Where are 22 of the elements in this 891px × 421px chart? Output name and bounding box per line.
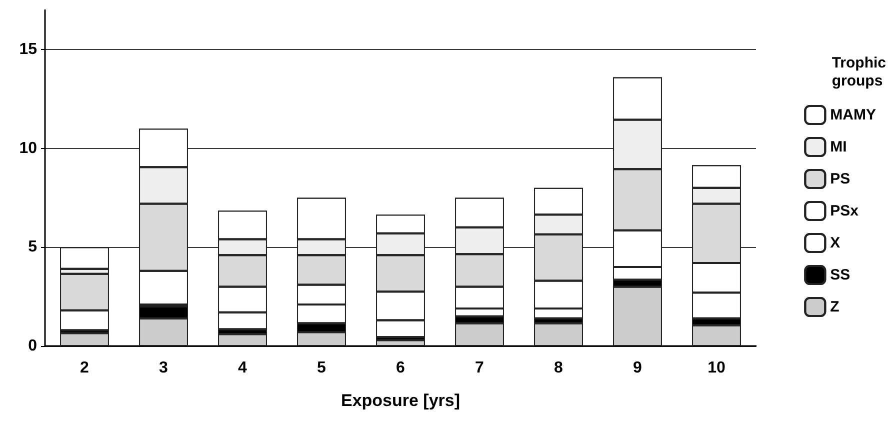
x-tick-label: 3 [159,360,168,376]
legend-label: MI [830,138,847,156]
legend-label: PS [830,170,850,188]
legend-title: Trophic groups [832,54,886,90]
legend-label: PSx [830,202,860,220]
legend-label: X [830,234,840,252]
legend-label: SS [830,266,850,284]
x-tick-label: 4 [238,360,248,376]
x-tick-label: 2 [80,360,90,376]
legend-label: Z [830,298,840,316]
x-tick-label: 10 [708,360,726,376]
y-tick-label: 10 [19,140,38,157]
x-tick-label: 8 [554,360,564,376]
x-axis-title: Exposure [yrs] [340,391,460,410]
x-tick-label: 6 [396,360,406,376]
x-tick-label: 9 [633,360,642,376]
x-tick-label: 5 [317,360,326,376]
y-tick-label: 5 [28,238,38,256]
legend-label: MAMY [830,106,876,124]
x-tick-label: 7 [475,360,484,376]
y-tick-label: 15 [19,41,38,58]
y-tick-label: 0 [28,338,38,354]
